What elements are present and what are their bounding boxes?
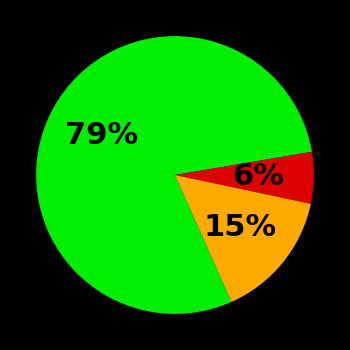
Wedge shape bbox=[175, 175, 311, 302]
Text: 15%: 15% bbox=[203, 213, 276, 242]
Wedge shape bbox=[175, 152, 314, 204]
Text: 79%: 79% bbox=[65, 121, 138, 150]
Text: 6%: 6% bbox=[232, 162, 284, 191]
Wedge shape bbox=[36, 36, 312, 314]
